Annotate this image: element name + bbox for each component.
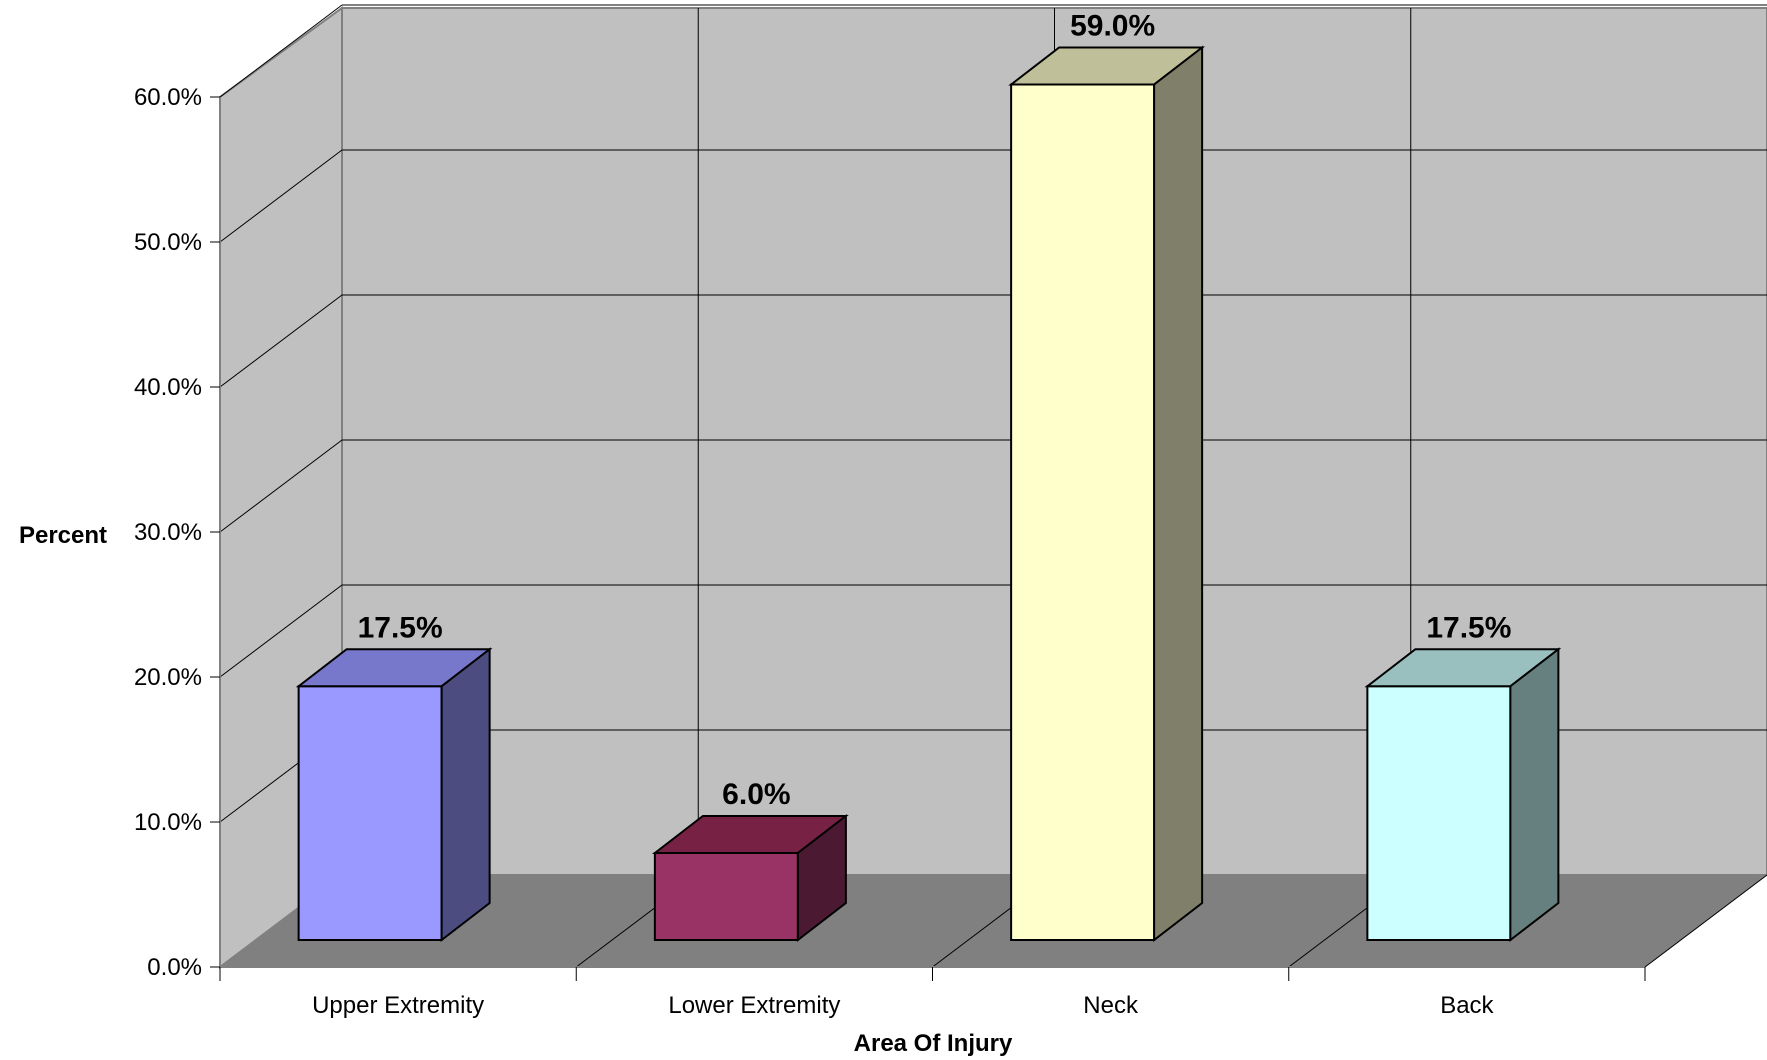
- y-axis-title: Percent: [19, 522, 107, 549]
- gridline-side: [219, 439, 343, 533]
- y-tick-label: 50.0%: [134, 229, 202, 256]
- bar-1: [295, 647, 493, 943]
- bar-side: [1153, 45, 1204, 943]
- data-label: 17.5%: [358, 611, 443, 644]
- x-tick-label: Lower Extremity: [668, 992, 840, 1019]
- bar-4: [1364, 647, 1562, 943]
- data-label: 59.0%: [1070, 10, 1155, 43]
- x-tick-label: Upper Extremity: [312, 992, 484, 1019]
- gridline-side: [219, 294, 343, 388]
- x-axis-title: Area Of Injury: [854, 1030, 1013, 1057]
- y-tick-label: 0.0%: [147, 954, 202, 981]
- x-tick-labels: Upper Extremity Lower Extremity Neck Back: [312, 992, 1494, 1019]
- bar-front: [1010, 83, 1156, 941]
- x-tick-label: Neck: [1083, 992, 1139, 1019]
- y-tick-label: 60.0%: [134, 84, 202, 111]
- y-tick-labels: 0.0% 10.0% 20.0% 30.0% 40.0% 50.0% 60.0%: [134, 84, 202, 981]
- bar-side: [796, 813, 847, 943]
- data-label: 17.5%: [1426, 611, 1511, 644]
- axes: [210, 96, 1646, 981]
- gridline-side: [219, 584, 343, 678]
- bar-side: [1509, 647, 1560, 943]
- gridline-side: [219, 149, 343, 243]
- bar-side: [440, 647, 491, 943]
- data-labels: 17.5% 6.0% 59.0% 17.5%: [358, 10, 1512, 812]
- x-tick-label: Back: [1440, 992, 1494, 1019]
- y-tick-label: 20.0%: [134, 664, 202, 691]
- bar-front: [1366, 685, 1512, 941]
- bar-3: [1008, 45, 1206, 943]
- gridline-side: [219, 4, 343, 98]
- bars: [295, 45, 1562, 943]
- bar-2: [651, 813, 849, 943]
- y-tick-label: 10.0%: [134, 809, 202, 836]
- bar-front: [653, 852, 799, 941]
- y-tick-label: 40.0%: [134, 374, 202, 401]
- bar-front: [297, 685, 443, 941]
- y-tick-label: 30.0%: [134, 519, 202, 546]
- floor-divider: [1644, 874, 1767, 968]
- data-label: 6.0%: [722, 778, 790, 811]
